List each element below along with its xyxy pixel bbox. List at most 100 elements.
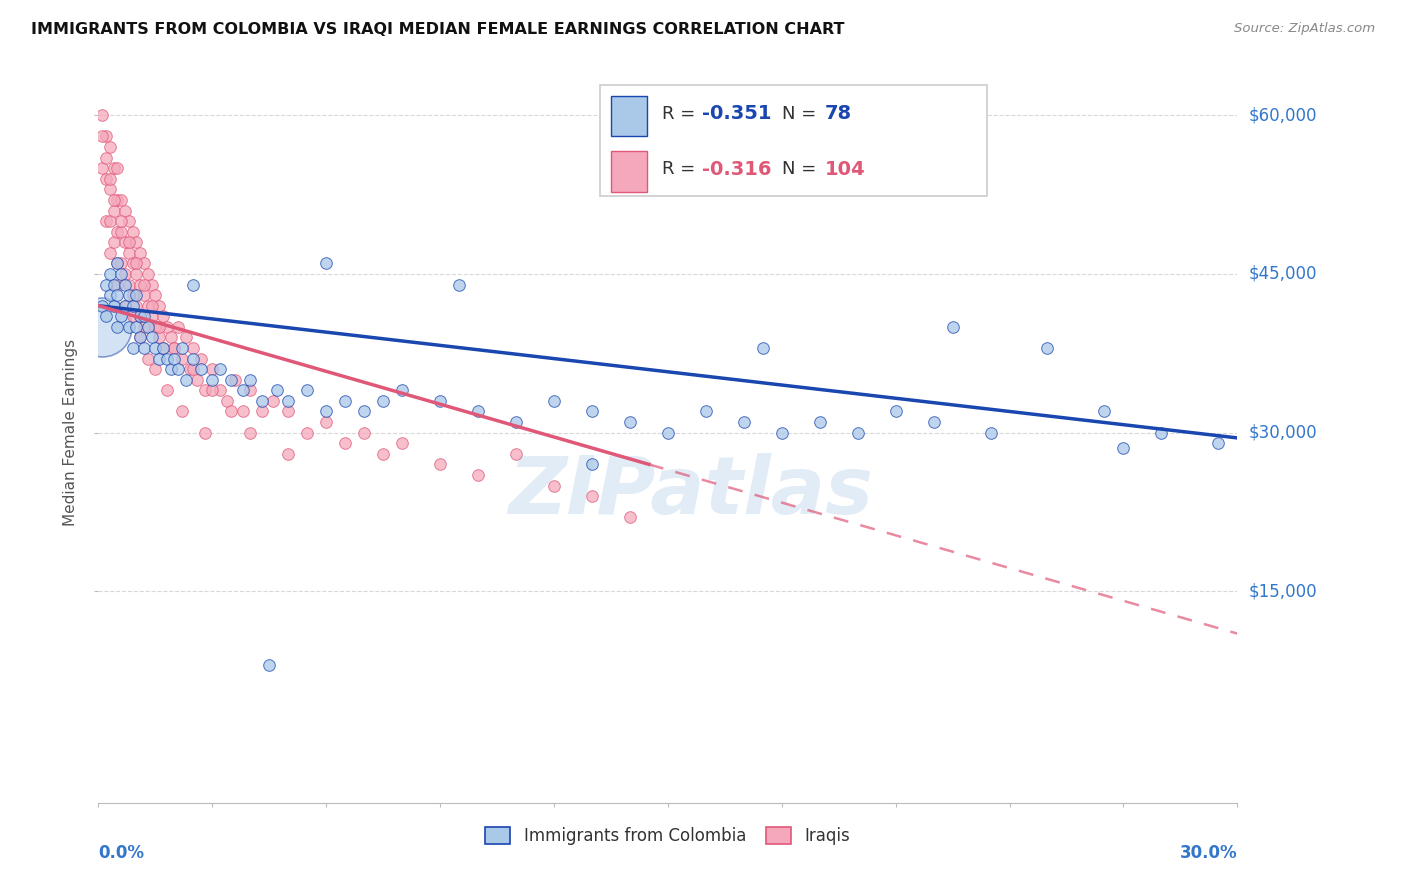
- Point: [156, 319, 179, 334]
- Point: [315, 256, 337, 270]
- Point: [201, 362, 224, 376]
- Point: [770, 425, 793, 440]
- Point: [114, 203, 136, 218]
- Point: [98, 182, 121, 196]
- Point: [103, 193, 125, 207]
- Point: [581, 489, 603, 503]
- Point: [250, 393, 273, 408]
- Point: [91, 129, 114, 144]
- Point: [217, 393, 239, 408]
- Point: [94, 277, 117, 292]
- Point: [449, 277, 471, 292]
- Point: [183, 277, 205, 292]
- Point: [103, 299, 125, 313]
- Point: [152, 310, 174, 324]
- Point: [239, 373, 262, 387]
- Point: [141, 330, 163, 344]
- Point: [94, 151, 117, 165]
- Point: [103, 161, 125, 176]
- Point: [170, 341, 193, 355]
- Point: [107, 319, 129, 334]
- Point: [167, 319, 190, 334]
- Point: [335, 393, 357, 408]
- Point: [98, 171, 121, 186]
- Point: [121, 341, 143, 355]
- Text: R =: R =: [662, 160, 702, 178]
- Point: [110, 214, 132, 228]
- Text: 104: 104: [825, 160, 866, 178]
- Legend: Immigrants from Colombia, Iraqis: Immigrants from Colombia, Iraqis: [481, 822, 855, 850]
- Point: [922, 415, 945, 429]
- Point: [1208, 436, 1230, 450]
- Point: [159, 362, 181, 376]
- Text: $30,000: $30,000: [1249, 424, 1317, 442]
- Point: [194, 384, 217, 398]
- Point: [335, 436, 357, 450]
- Point: [114, 299, 136, 313]
- Point: [132, 288, 155, 302]
- Point: [262, 393, 284, 408]
- Point: [371, 447, 394, 461]
- Point: [129, 310, 152, 324]
- Point: [619, 510, 641, 524]
- Point: [581, 458, 603, 472]
- Point: [91, 299, 114, 313]
- Point: [110, 256, 132, 270]
- Point: [371, 393, 394, 408]
- Point: [107, 256, 129, 270]
- Point: [183, 362, 205, 376]
- Point: [121, 299, 143, 313]
- Point: [467, 404, 489, 418]
- Point: [107, 193, 129, 207]
- Point: [118, 319, 141, 334]
- Point: [107, 288, 129, 302]
- Point: [194, 425, 217, 440]
- Point: [98, 288, 121, 302]
- Point: [103, 203, 125, 218]
- Point: [91, 161, 114, 176]
- Point: [277, 393, 299, 408]
- Text: $60,000: $60,000: [1249, 106, 1317, 124]
- Point: [183, 351, 205, 366]
- Point: [505, 447, 527, 461]
- Point: [156, 351, 179, 366]
- Point: [884, 404, 907, 418]
- Point: [152, 341, 174, 355]
- Point: [132, 341, 155, 355]
- Point: [353, 404, 375, 418]
- Point: [129, 277, 152, 292]
- Point: [266, 384, 288, 398]
- Point: [94, 214, 117, 228]
- Point: [118, 245, 141, 260]
- Point: [201, 384, 224, 398]
- Point: [94, 171, 117, 186]
- Text: $45,000: $45,000: [1249, 265, 1317, 283]
- Point: [132, 319, 155, 334]
- Point: [619, 415, 641, 429]
- Point: [186, 373, 208, 387]
- Point: [118, 235, 141, 250]
- Point: [190, 362, 212, 376]
- Point: [107, 161, 129, 176]
- Point: [170, 351, 193, 366]
- Point: [808, 415, 831, 429]
- Point: [353, 425, 375, 440]
- Point: [103, 235, 125, 250]
- Point: [125, 319, 148, 334]
- Point: [125, 235, 148, 250]
- Point: [121, 288, 143, 302]
- Point: [581, 404, 603, 418]
- Point: [145, 319, 167, 334]
- Point: [315, 404, 337, 418]
- Point: [98, 214, 121, 228]
- Point: [145, 362, 167, 376]
- Point: [110, 267, 132, 281]
- Point: [110, 310, 132, 324]
- Point: [98, 267, 121, 281]
- Point: [201, 373, 224, 387]
- Point: [752, 341, 775, 355]
- Point: [1036, 341, 1059, 355]
- Text: N =: N =: [782, 160, 821, 178]
- Point: [141, 299, 163, 313]
- Point: [239, 425, 262, 440]
